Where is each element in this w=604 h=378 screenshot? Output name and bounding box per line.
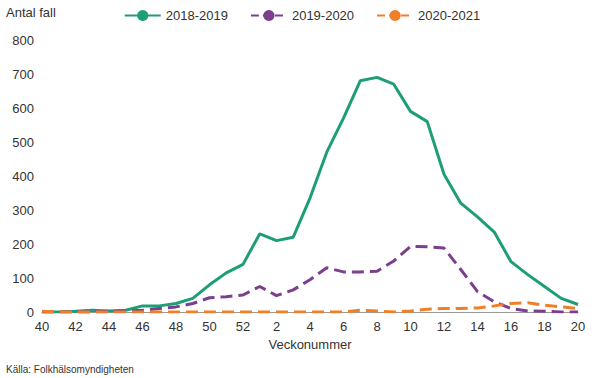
svg-text:800: 800 bbox=[12, 33, 34, 48]
svg-text:18: 18 bbox=[537, 319, 551, 334]
svg-text:Källa: Folkhälsomyndigheten: Källa: Folkhälsomyndigheten bbox=[6, 364, 134, 375]
svg-text:2019-2020: 2019-2020 bbox=[292, 8, 354, 23]
svg-text:Veckonummer: Veckonummer bbox=[268, 337, 352, 352]
svg-text:Antal fall: Antal fall bbox=[6, 5, 56, 20]
svg-text:200: 200 bbox=[12, 237, 34, 252]
svg-text:4: 4 bbox=[306, 319, 313, 334]
svg-text:400: 400 bbox=[12, 169, 34, 184]
svg-text:42: 42 bbox=[68, 319, 82, 334]
svg-text:14: 14 bbox=[470, 319, 484, 334]
svg-text:0: 0 bbox=[27, 305, 34, 320]
svg-text:600: 600 bbox=[12, 101, 34, 116]
svg-text:46: 46 bbox=[135, 319, 149, 334]
svg-text:500: 500 bbox=[12, 135, 34, 150]
svg-text:40: 40 bbox=[35, 319, 49, 334]
svg-text:6: 6 bbox=[340, 319, 347, 334]
svg-text:10: 10 bbox=[403, 319, 417, 334]
svg-text:2020-2021: 2020-2021 bbox=[418, 8, 480, 23]
svg-text:700: 700 bbox=[12, 67, 34, 82]
svg-text:300: 300 bbox=[12, 203, 34, 218]
svg-text:16: 16 bbox=[504, 319, 518, 334]
svg-text:48: 48 bbox=[169, 319, 183, 334]
svg-text:2018-2019: 2018-2019 bbox=[166, 8, 228, 23]
svg-text:12: 12 bbox=[437, 319, 451, 334]
svg-text:52: 52 bbox=[236, 319, 250, 334]
svg-text:8: 8 bbox=[373, 319, 380, 334]
svg-text:44: 44 bbox=[102, 319, 116, 334]
svg-text:2: 2 bbox=[273, 319, 280, 334]
svg-text:100: 100 bbox=[12, 271, 34, 286]
svg-text:50: 50 bbox=[202, 319, 216, 334]
svg-text:20: 20 bbox=[571, 319, 585, 334]
